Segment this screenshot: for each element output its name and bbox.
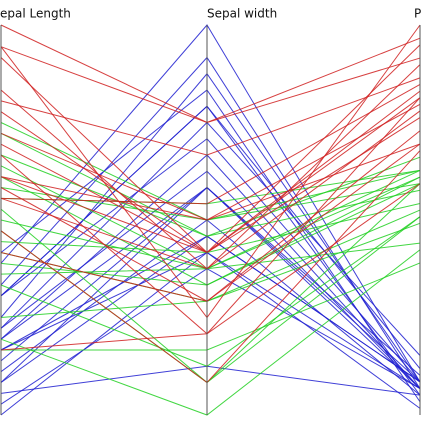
axis-label: epal Length xyxy=(0,7,71,21)
axis-label: P xyxy=(414,7,421,21)
axis-label: Sepal width xyxy=(207,7,277,21)
